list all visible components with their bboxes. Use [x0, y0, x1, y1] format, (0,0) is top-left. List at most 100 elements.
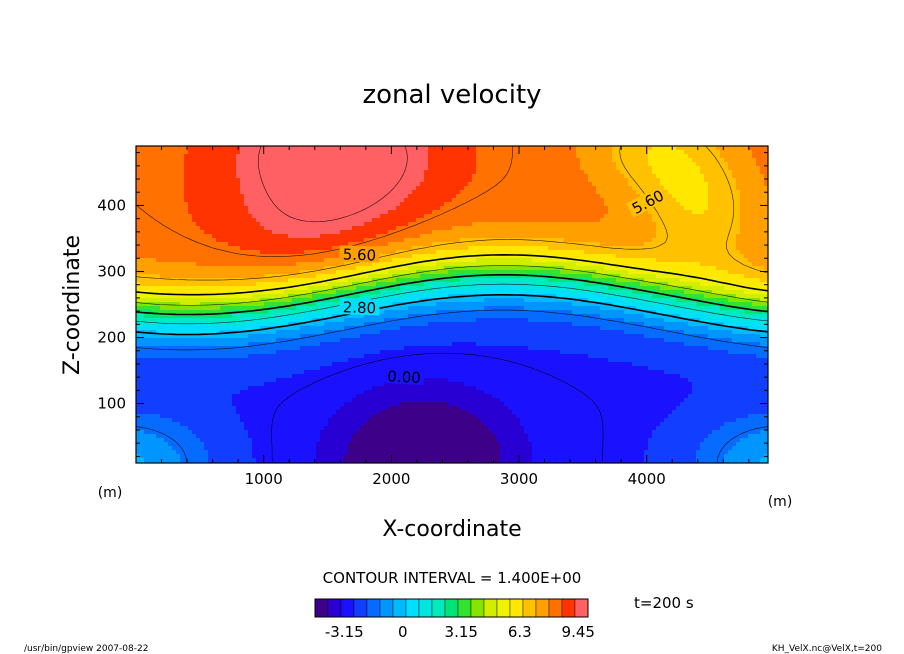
field-cell [236, 154, 241, 159]
field-cell [220, 238, 225, 243]
field-cell [460, 242, 465, 247]
field-cell [228, 258, 233, 263]
field-cell [728, 210, 733, 215]
field-cell [484, 258, 489, 263]
field-cell [260, 230, 265, 235]
field-cell [192, 206, 197, 211]
field-cell [188, 174, 193, 179]
field-cell [492, 226, 497, 231]
field-cell [584, 222, 589, 227]
field-cell [736, 162, 741, 167]
field-cell [748, 238, 753, 243]
field-cell [520, 262, 525, 267]
field-cell [676, 162, 681, 167]
field-cell [180, 190, 185, 195]
field-cell [352, 234, 357, 239]
field-cell [688, 246, 693, 251]
field-cell [688, 198, 693, 203]
field-cell [204, 254, 209, 259]
field-cell [600, 190, 605, 195]
field-cell [456, 174, 461, 179]
field-cell [512, 158, 517, 163]
field-cell [380, 266, 385, 271]
field-cell [684, 226, 689, 231]
field-cell [284, 194, 289, 199]
field-cell [508, 218, 513, 223]
field-cell [580, 194, 585, 199]
field-cell [656, 174, 661, 179]
field-cell [456, 198, 461, 203]
field-cell [136, 162, 141, 167]
field-cell [180, 150, 185, 155]
field-cell [440, 242, 445, 247]
field-cell [540, 206, 545, 211]
field-cell [572, 250, 577, 255]
field-cell [420, 174, 425, 179]
field-cell [396, 154, 401, 159]
field-cell [444, 206, 449, 211]
field-cell [592, 222, 597, 227]
field-cell [248, 150, 253, 155]
field-cell [608, 198, 613, 203]
field-cell [600, 206, 605, 211]
field-cell [648, 210, 653, 215]
field-cell [408, 226, 413, 231]
field-cell [272, 234, 277, 239]
field-cell [500, 190, 505, 195]
field-cell [712, 214, 717, 219]
field-cell [276, 210, 281, 215]
field-cell [148, 238, 153, 243]
field-cell [472, 214, 477, 219]
field-cell [632, 190, 637, 195]
field-cell [312, 242, 317, 247]
field-cell [608, 150, 613, 155]
field-cell [712, 150, 717, 155]
field-cell [704, 166, 709, 171]
field-cell [516, 178, 521, 183]
field-cell [644, 230, 649, 235]
field-cell [288, 190, 293, 195]
field-cell [244, 258, 249, 263]
field-cell [292, 166, 297, 171]
field-cell [660, 174, 665, 179]
field-cell [228, 146, 233, 151]
field-cell [564, 262, 569, 267]
field-cell [736, 170, 741, 175]
field-cell [208, 170, 213, 175]
field-cell [600, 170, 605, 175]
field-cell [352, 190, 357, 195]
field-cell [664, 202, 669, 207]
field-cell [228, 158, 233, 163]
field-cell [588, 150, 593, 155]
field-cell [344, 146, 349, 151]
field-cell [208, 226, 213, 231]
field-cell [464, 222, 469, 227]
field-cell [576, 190, 581, 195]
field-cell [736, 154, 741, 159]
field-cell [720, 154, 725, 159]
field-cell [332, 178, 337, 183]
field-cell [180, 154, 185, 159]
field-cell [668, 254, 673, 259]
field-cell [688, 250, 693, 255]
field-cell [492, 258, 497, 263]
field-cell [412, 250, 417, 255]
field-cell [376, 158, 381, 163]
field-cell [216, 182, 221, 187]
field-cell [620, 266, 625, 271]
field-cell [516, 154, 521, 159]
field-cell [516, 150, 521, 155]
field-cell [676, 226, 681, 231]
field-cell [412, 158, 417, 163]
field-cell [564, 206, 569, 211]
field-cell [388, 218, 393, 223]
field-cell [196, 154, 201, 159]
field-cell [144, 182, 149, 187]
field-cell [256, 270, 261, 275]
field-cell [712, 170, 717, 175]
field-cell [404, 218, 409, 223]
field-cell [184, 238, 189, 243]
field-cell [280, 166, 285, 171]
field-cell [396, 238, 401, 243]
field-cell [152, 190, 157, 195]
